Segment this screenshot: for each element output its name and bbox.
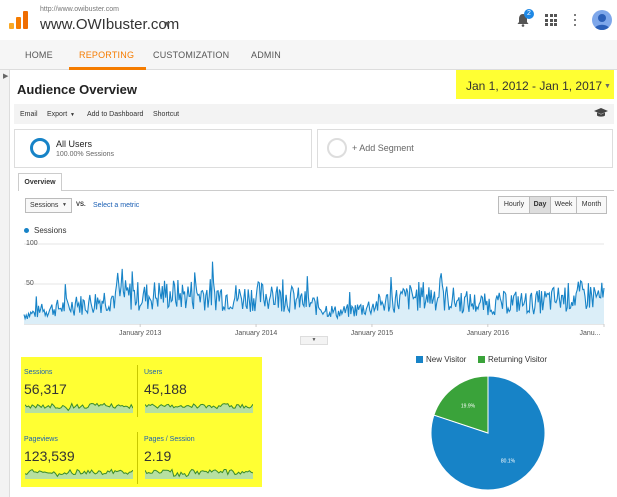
pie-slice-label: 19.9% (461, 403, 476, 409)
email-button[interactable]: Email (20, 111, 38, 118)
sessions-area (24, 261, 604, 324)
pie-slice-label: 80.1% (501, 459, 516, 465)
pie-slice-new-visitor[interactable] (430, 375, 546, 491)
granularity-hourly[interactable]: Hourly (498, 196, 530, 214)
tab-admin[interactable]: ADMIN (251, 50, 281, 60)
add-segment-label[interactable]: + Add Segment (352, 143, 414, 153)
select-metric-link[interactable]: Select a metric (93, 202, 140, 209)
sessions-line (23, 261, 605, 321)
kpi-label-pageviews[interactable]: Pageviews (24, 436, 58, 443)
x-tick-label: Janu... (579, 330, 600, 337)
graduation-cap-icon[interactable] (594, 108, 608, 118)
segment-circle-icon (30, 138, 50, 158)
sparkline-area (145, 469, 253, 479)
empty-circle-icon (327, 138, 347, 158)
page-title: Audience Overview (17, 82, 137, 97)
property-selector[interactable]: www.OWIbuster.com (40, 16, 180, 33)
chevron-down-icon[interactable]: ▼ (62, 202, 67, 208)
pie-slice-returning-visitor[interactable] (433, 375, 489, 434)
sparkline-users (145, 403, 253, 413)
kpi-label-users[interactable]: Users (144, 369, 163, 376)
legend-returning-visitor: Returning Visitor (488, 355, 547, 364)
sparkline-pages-per-session (145, 468, 253, 479)
segment-detail: 100.00% Sessions (56, 151, 114, 158)
kpi-value-pageviews: 123,539 (24, 448, 75, 464)
segment-name: All Users (56, 139, 93, 149)
date-range-picker[interactable] (456, 70, 614, 99)
sparkline-line (145, 468, 253, 478)
granularity-day[interactable]: Day (529, 196, 551, 214)
divider (62, 190, 614, 191)
tab-home[interactable]: HOME (25, 50, 53, 60)
sparkline-line (145, 403, 253, 410)
site-url: http://www.owibuster.com (40, 6, 119, 13)
sparkline-pageviews (25, 468, 133, 479)
y-tick-label: 50 (26, 280, 34, 287)
date-range-label[interactable]: Jan 1, 2012 - Jan 1, 2017 (466, 79, 603, 93)
more-vert-icon[interactable] (573, 13, 577, 27)
legend-new-visitor: New Visitor (426, 355, 467, 364)
kpi-summary (21, 357, 262, 487)
tab-reporting[interactable]: REPORTING (79, 50, 135, 60)
chart-legend-sessions: Sessions (34, 226, 67, 235)
expand-arrow-icon[interactable]: ▶ (3, 73, 9, 80)
granularity-month[interactable]: Month (576, 196, 607, 214)
add-segment-button[interactable] (317, 129, 613, 168)
sessions-line-chart[interactable]: 100 50 January 2013 January 2014 January 201… (14, 236, 614, 342)
y-tick-label: 100 (26, 240, 38, 247)
kpi-label-sessions[interactable]: Sessions (24, 369, 53, 376)
apps-grid-icon[interactable] (545, 14, 557, 26)
export-button[interactable]: Export (47, 111, 68, 118)
top-bar (0, 0, 617, 40)
legend-swatch-new-visitor (416, 356, 423, 363)
segment-all-users[interactable] (14, 129, 312, 168)
sparkline-line (25, 468, 133, 478)
analytics-logo-icon[interactable] (9, 11, 29, 29)
kpi-label-pages-per-session[interactable]: Pages / Session (144, 436, 195, 443)
sparkline-line (25, 402, 133, 412)
main-nav (0, 40, 617, 70)
chevron-down-icon[interactable]: ▼ (70, 112, 75, 118)
legend-dot-sessions (24, 228, 29, 233)
legend-swatch-returning-visitor (478, 356, 485, 363)
metric-select[interactable]: Sessions (25, 198, 72, 213)
vs-label: VS. (76, 202, 86, 208)
divider (137, 365, 138, 417)
chart-resize-handle[interactable]: ▼ (300, 336, 328, 345)
tab-customization[interactable]: CUSTOMIZATION (153, 50, 230, 60)
tab-overview[interactable]: Overview (18, 173, 62, 191)
divider (137, 432, 138, 484)
chevron-down-icon[interactable]: ▼ (604, 83, 611, 90)
x-tick-label: January 2016 (467, 330, 510, 337)
chevron-down-icon[interactable]: ▼ (163, 19, 172, 29)
sparkline-sessions (25, 402, 133, 413)
kpi-value-sessions: 56,317 (24, 381, 67, 397)
sparkline-area (25, 469, 133, 479)
x-tick-label: January 2013 (119, 330, 162, 337)
x-tick-label: January 2015 (351, 330, 394, 337)
shortcut-button[interactable]: Shortcut (153, 111, 180, 118)
active-tab-indicator (69, 67, 146, 70)
kpi-value-users: 45,188 (144, 381, 187, 397)
user-icon (594, 14, 610, 30)
visitor-type-pie-chart[interactable]: 80.1% 19.9% (420, 370, 556, 497)
kpi-value-pages-per-session: 2.19 (144, 448, 172, 464)
x-tick-label: January 2014 (235, 330, 278, 337)
granularity-week[interactable]: Week (550, 196, 577, 214)
avatar[interactable] (592, 10, 612, 30)
report-toolbar (14, 104, 614, 124)
left-rail (0, 70, 10, 497)
notification-badge: 2 (524, 9, 534, 19)
add-to-dashboard-button[interactable]: Add to Dashboard (87, 111, 144, 118)
